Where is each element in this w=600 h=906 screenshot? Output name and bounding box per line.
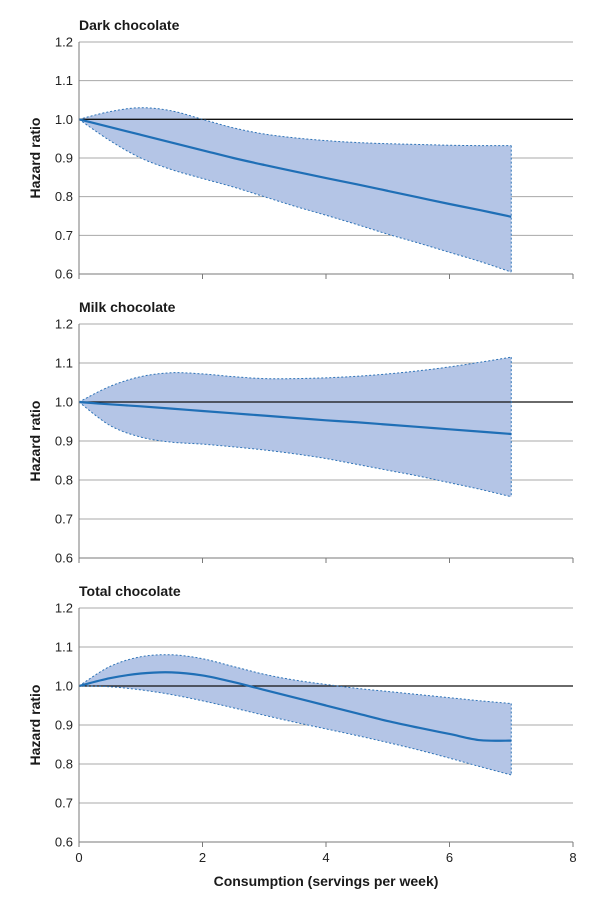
y-axis-title: Hazard ratio [27,401,43,482]
chart-panel-3: 0 2 4 6 8 0.6 0.7 0.8 0.9 1.0 1.1 1.2 Total chocolat… [27,583,577,889]
lower-confidence-limit [78,685,512,776]
upper-confidence-limit [78,107,512,147]
y-axis-title: Hazard ratio [27,685,43,766]
y-tick-label: 0.8 [55,473,73,488]
x-tick-label: 8 [569,850,576,865]
panel-title: Total chocolate [79,583,181,599]
upper-confidence-limit [78,654,512,705]
y-tick-label: 0.9 [55,718,73,733]
x-tick-label: 0 [75,850,82,865]
x-tick-label: 2 [199,850,206,865]
upper-confidence-limit [78,356,512,403]
y-tick-label: 0.9 [55,434,73,449]
y-tick-label: 0.6 [55,267,73,282]
y-tick-label: 0.8 [55,757,73,772]
chart-panel-2: 0.6 0.7 0.8 0.9 1.0 1.1 1.2 Milk chocolate Hazar… [27,299,574,566]
y-tick-label: 0.6 [55,835,73,850]
y-tick-label: 1.1 [55,356,73,371]
hazard-ratio-line [78,118,512,218]
x-tick-label: 6 [446,850,453,865]
y-tick-label: 1.1 [55,73,73,88]
confidence-band [79,357,512,497]
confidence-band [79,654,512,775]
y-tick-label: 1.2 [55,317,73,332]
lower-confidence-limit [78,401,512,498]
hazard-ratio-line [78,400,512,436]
y-axis-title: Hazard ratio [27,118,43,199]
y-tick-label: 0.7 [55,512,73,527]
y-tick-label: 0.7 [55,796,73,811]
y-tick-label: 1.2 [55,601,73,616]
y-tick-label: 1.0 [55,679,73,694]
panel-title: Milk chocolate [79,299,176,315]
y-tick-label: 1.0 [55,395,73,410]
chart-panel-1: 0.6 0.7 0.8 0.9 1.0 1.1 1.2 Dark chocolate Hazar… [27,17,574,282]
y-tick-label: 0.6 [55,551,73,566]
x-axis-title: Consumption (servings per week) [214,873,439,889]
panel-title: Dark chocolate [79,17,180,33]
y-tick-label: 1.0 [55,112,73,127]
y-tick-label: 1.2 [55,35,73,50]
y-tick-label: 0.9 [55,151,73,166]
y-tick-label: 0.8 [55,189,73,204]
hazard-ratio-line [78,671,512,742]
y-tick-label: 0.7 [55,228,73,243]
y-tick-label: 1.1 [55,640,73,655]
confidence-band [79,107,512,273]
x-tick-label: 4 [322,850,329,865]
